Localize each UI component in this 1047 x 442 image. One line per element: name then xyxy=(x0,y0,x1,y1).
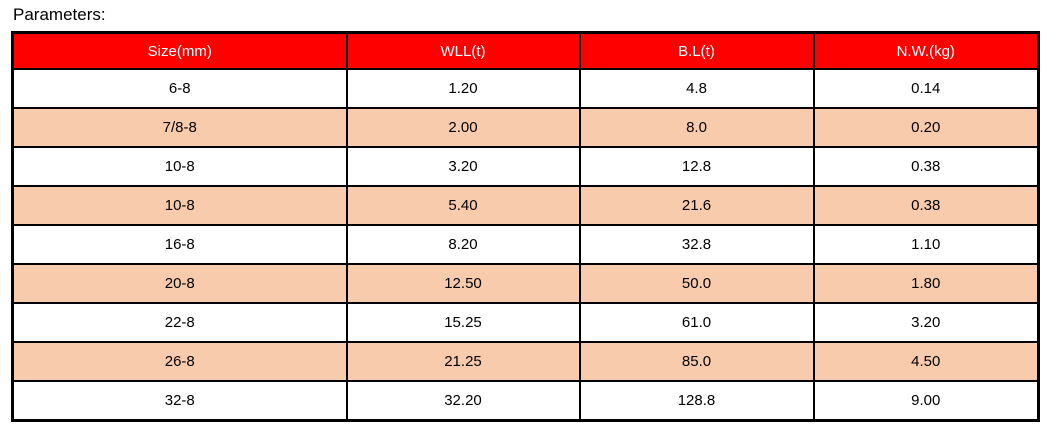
cell-bl: 32.8 xyxy=(578,224,815,265)
cell-wll: 3.20 xyxy=(345,146,581,187)
cell-size: 6-8 xyxy=(11,68,348,109)
cell-size: 32-8 xyxy=(11,380,348,422)
cell-nw: 0.38 xyxy=(812,146,1040,187)
cell-bl: 12.8 xyxy=(578,146,815,187)
cell-bl: 8.0 xyxy=(578,107,815,148)
cell-nw: 9.00 xyxy=(812,380,1040,422)
cell-wll: 12.50 xyxy=(345,263,581,304)
cell-wll: 8.20 xyxy=(345,224,581,265)
cell-wll: 21.25 xyxy=(345,341,581,382)
cell-nw: 0.14 xyxy=(812,68,1040,109)
table-row: 26-8 21.25 85.0 4.50 xyxy=(11,341,1040,382)
cell-nw: 0.20 xyxy=(812,107,1040,148)
header-nw: N.W.(kg) xyxy=(812,31,1040,70)
cell-size: 16-8 xyxy=(11,224,348,265)
header-wll: WLL(t) xyxy=(345,31,581,70)
cell-size: 10-8 xyxy=(11,146,348,187)
table-row: 20-8 12.50 50.0 1.80 xyxy=(11,263,1040,304)
cell-size: 22-8 xyxy=(11,302,348,343)
table-header-row: Size(mm) WLL(t) B.L(t) N.W.(kg) xyxy=(11,31,1040,70)
cell-size: 7/8-8 xyxy=(11,107,348,148)
cell-bl: 4.8 xyxy=(578,68,815,109)
cell-nw: 4.50 xyxy=(812,341,1040,382)
cell-bl: 85.0 xyxy=(578,341,815,382)
cell-size: 26-8 xyxy=(11,341,348,382)
cell-bl: 61.0 xyxy=(578,302,815,343)
cell-bl: 50.0 xyxy=(578,263,815,304)
cell-nw: 3.20 xyxy=(812,302,1040,343)
cell-bl: 21.6 xyxy=(578,185,815,226)
table-row: 32-8 32.20 128.8 9.00 xyxy=(11,380,1040,422)
cell-wll: 2.00 xyxy=(345,107,581,148)
header-bl: B.L(t) xyxy=(578,31,815,70)
page-title: Parameters: xyxy=(13,5,106,24)
header-size: Size(mm) xyxy=(11,31,348,70)
cell-nw: 1.80 xyxy=(812,263,1040,304)
cell-size: 20-8 xyxy=(11,263,348,304)
table-row: 22-8 15.25 61.0 3.20 xyxy=(11,302,1040,343)
table-row: 7/8-8 2.00 8.0 0.20 xyxy=(11,107,1040,148)
parameters-table: Size(mm) WLL(t) B.L(t) N.W.(kg) 6-8 1.20… xyxy=(11,31,1040,422)
cell-nw: 0.38 xyxy=(812,185,1040,226)
table-row: 10-8 5.40 21.6 0.38 xyxy=(11,185,1040,226)
table-row: 16-8 8.20 32.8 1.10 xyxy=(11,224,1040,265)
table-row: 10-8 3.20 12.8 0.38 xyxy=(11,146,1040,187)
page: Parameters: Size(mm) WLL(t) B.L(t) N.W.(… xyxy=(11,5,1040,422)
cell-wll: 32.20 xyxy=(345,380,581,422)
cell-wll: 15.25 xyxy=(345,302,581,343)
cell-wll: 5.40 xyxy=(345,185,581,226)
table-row: 6-8 1.20 4.8 0.14 xyxy=(11,68,1040,109)
cell-size: 10-8 xyxy=(11,185,348,226)
cell-wll: 1.20 xyxy=(345,68,581,109)
cell-nw: 1.10 xyxy=(812,224,1040,265)
cell-bl: 128.8 xyxy=(578,380,815,422)
